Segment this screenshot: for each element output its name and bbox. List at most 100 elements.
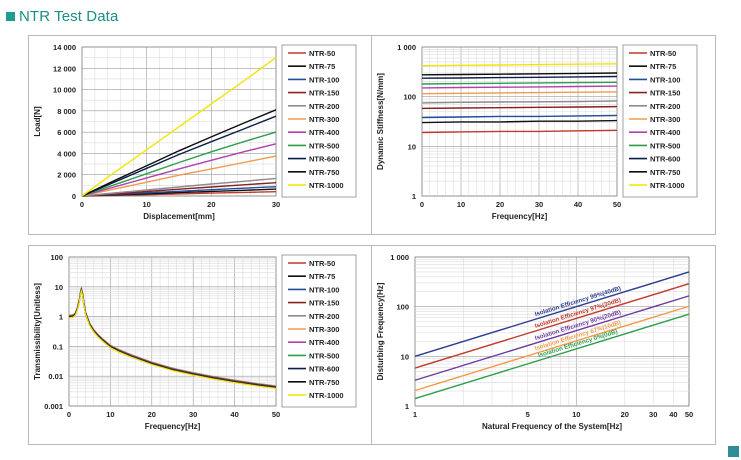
y-tick-label: 0.01 [48, 372, 63, 381]
transmissibility-chart: 0 10 20 30 40 50 0.001 0.01 0.1 1 10 100 Frequency[H… [33, 253, 357, 431]
efficiency-line [414, 283, 690, 369]
series-line-ntr-100 [421, 114, 618, 119]
series-line-ntr-600 [421, 75, 618, 79]
x-tick-label: 30 [272, 200, 280, 209]
y-axis-label: Transmissibility[Unitless] [33, 283, 42, 380]
page-corner-marker [728, 446, 739, 457]
x-tick-label: 10 [457, 200, 465, 209]
x-axis-label: Natural Frequency of the System[Hz] [482, 422, 622, 431]
legend-label: NTR-600 [650, 155, 680, 164]
y-tick-label: 10 [55, 283, 63, 292]
x-tick-label: 30 [189, 410, 197, 419]
x-tick-label: 50 [272, 410, 280, 419]
legend-label: NTR-150 [309, 299, 339, 308]
y-tick-label: 2 000 [57, 171, 76, 180]
x-tick-label: 5 [526, 410, 530, 419]
y-tick-label: 10 [401, 352, 409, 361]
legend-label: NTR-300 [309, 325, 339, 334]
efficiency-line [414, 271, 690, 358]
series-line-ntr-500 [81, 131, 277, 197]
y-tick-label: 10 [408, 142, 416, 151]
legend-label: NTR-50 [650, 49, 676, 58]
legend-label: NTR-150 [650, 89, 680, 98]
series-line-ntr-750 [421, 72, 618, 76]
x-tick-label: 30 [535, 200, 543, 209]
series-line-ntr-500 [421, 81, 618, 85]
x-tick-label: 20 [621, 410, 629, 419]
x-tick-label: 50 [613, 200, 621, 209]
x-tick-label: 0 [420, 200, 424, 209]
x-tick-label: 10 [106, 410, 114, 419]
y-tick-label: 100 [403, 93, 416, 102]
page-title: NTR Test Data [6, 6, 118, 26]
legend-label: NTR-600 [309, 155, 339, 164]
legend-label: NTR-150 [309, 89, 339, 98]
x-axis-label: Frequency[Hz] [492, 212, 548, 221]
title-bullet-icon [6, 11, 15, 21]
series-line-ntr-750 [81, 109, 277, 197]
x-tick-label: 20 [496, 200, 504, 209]
legend-label: NTR-200 [650, 102, 680, 111]
y-axis-label: Disturbing Frequency[Hz] [376, 282, 385, 380]
x-tick-label: 20 [207, 200, 215, 209]
legend-label: NTR-500 [309, 141, 339, 150]
y-tick-label: 1 [59, 313, 63, 322]
y-axis-label: Load[N] [33, 106, 42, 137]
legend-label: NTR-500 [309, 351, 339, 360]
legend-label: NTR-75 [309, 62, 335, 71]
y-tick-label: 100 [50, 253, 63, 262]
series-line-ntr-1000 [421, 63, 618, 67]
legend-label: NTR-100 [650, 75, 680, 84]
isolation-efficiency-chart-panel: 1 5 10 20 30 40 50 1 10 100 1 000 Isolation Efficie… [371, 245, 716, 445]
x-tick-label: 10 [142, 200, 150, 209]
y-tick-label: 6 000 [57, 128, 76, 137]
y-tick-label: 14 000 [53, 43, 76, 52]
efficiency-line [414, 313, 690, 400]
x-tick-label: 20 [148, 410, 156, 419]
page-title-text: NTR Test Data [19, 7, 119, 25]
y-tick-label: 0 [72, 192, 76, 201]
series-line-ntr-75 [421, 119, 618, 124]
legend-label: NTR-100 [309, 285, 339, 294]
transmissibility-chart-panel: 0 10 20 30 40 50 0.001 0.01 0.1 1 10 100 Frequency[H… [28, 245, 373, 445]
legend-label: NTR-600 [309, 365, 339, 374]
legend-label: NTR-1000 [309, 181, 344, 190]
series-line-ntr-1000 [68, 288, 277, 389]
legend-label: NTR-400 [309, 128, 339, 137]
series-line-ntr-1000 [81, 57, 277, 197]
legend-label: NTR-1000 [650, 181, 685, 190]
series-line-ntr-150 [81, 182, 277, 197]
series-line-ntr-300 [421, 91, 618, 95]
efficiency-line [414, 305, 690, 392]
legend-label: NTR-75 [650, 62, 676, 71]
y-tick-label: 4 000 [57, 149, 76, 158]
legend-label: NTR-100 [309, 75, 339, 84]
legend-label: NTR-300 [650, 115, 680, 124]
x-tick-label: 50 [685, 410, 693, 419]
y-tick-label: 10 000 [53, 86, 76, 95]
efficiency-line [414, 295, 690, 381]
legend-label: NTR-200 [309, 312, 339, 321]
x-tick-label: 40 [574, 200, 582, 209]
x-tick-label: 40 [669, 410, 677, 419]
series-line-ntr-400 [421, 85, 618, 89]
x-axis-label: Displacement[mm] [143, 212, 215, 221]
series-line-ntr-400 [81, 143, 277, 197]
legend-label: NTR-750 [309, 378, 339, 387]
legend-label: NTR-400 [650, 128, 680, 137]
x-tick-label: 40 [230, 410, 238, 419]
y-tick-label: 0.001 [44, 402, 63, 411]
y-tick-label: 0.1 [53, 342, 63, 351]
series-line-ntr-200 [81, 177, 277, 197]
legend-label: NTR-50 [309, 259, 335, 268]
y-tick-label: 1 [412, 192, 416, 201]
y-tick-label: 1 [405, 402, 409, 411]
x-tick-label: 10 [572, 410, 580, 419]
x-tick-label: 30 [649, 410, 657, 419]
legend-label: NTR-1000 [309, 391, 344, 400]
x-tick-label: 1 [413, 410, 417, 419]
legend-label: NTR-50 [309, 49, 335, 58]
legend-label: NTR-750 [309, 168, 339, 177]
y-tick-label: 8 000 [57, 107, 76, 116]
